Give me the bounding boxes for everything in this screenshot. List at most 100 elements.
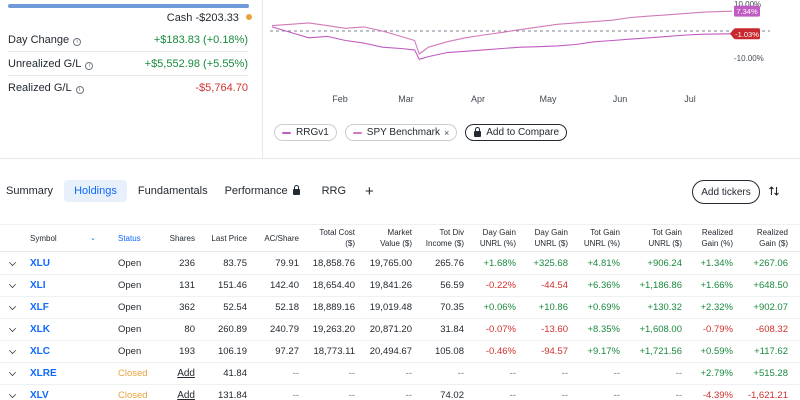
tab-rrg[interactable]: RRG bbox=[321, 185, 347, 197]
add-to-compare-button[interactable]: Add to Compare bbox=[465, 124, 568, 141]
x-tick-label: Feb bbox=[332, 94, 348, 104]
header-tot-gain-pct[interactable]: Tot Gain UNRL (%) bbox=[584, 227, 620, 249]
header-ac-share[interactable]: AC/Share bbox=[264, 234, 299, 243]
x-tick-label: Apr bbox=[470, 94, 486, 104]
total-cost-cell: 18,858.76 bbox=[312, 258, 355, 269]
info-icon[interactable]: i bbox=[75, 86, 84, 94]
shares-value: 362 bbox=[179, 302, 195, 313]
symbol-link[interactable]: XLK bbox=[30, 324, 50, 335]
chart-legend: RRGv1 SPY Benchmark × Add to Compare bbox=[274, 124, 575, 141]
header-realized-usd[interactable]: Realized Gain ($) bbox=[757, 227, 788, 249]
table-row[interactable]: XLV Closed Add 131.84 -- -- -- 74.02 -- -- -- -- -4.… bbox=[0, 385, 800, 400]
add-shares-link[interactable]: Add bbox=[177, 368, 195, 379]
tot-usd-cell: +1,186.86 bbox=[639, 280, 682, 291]
header-tot-gain-usd[interactable]: Tot Gain UNRL ($) bbox=[649, 227, 682, 249]
legend-spy-label: SPY Benchmark bbox=[366, 127, 440, 138]
symbol-link[interactable]: XLU bbox=[30, 258, 50, 269]
series-line-spy[interactable] bbox=[271, 10, 733, 55]
day-usd-cell: +10.86 bbox=[538, 302, 568, 313]
tot-div-cell: 265.76 bbox=[434, 258, 464, 269]
cash-status-dot bbox=[246, 14, 252, 20]
market-value-cell: 20,494.67 bbox=[369, 346, 412, 357]
day-change-value: +$183.83 (+0.18%) bbox=[153, 33, 248, 46]
table-row[interactable]: XLF Open 362 52.54 52.18 18,889.16 19,019.48 70… bbox=[0, 297, 800, 319]
symbol-link[interactable]: XLC bbox=[30, 346, 50, 357]
sort-icon[interactable] bbox=[768, 185, 780, 197]
chevron-down-icon[interactable] bbox=[9, 325, 16, 332]
chevron-down-icon: ⌄ bbox=[90, 235, 96, 242]
chevron-down-icon[interactable] bbox=[9, 259, 16, 266]
symbol-link[interactable]: XLI bbox=[30, 280, 46, 291]
performance-chart[interactable]: 10.00% -10.00% -1.03% 7.34% Feb Mar Apr May… bbox=[270, 0, 800, 110]
table-row[interactable]: XLU Open 236 83.75 79.91 18,858.76 19,765.00 26… bbox=[0, 253, 800, 275]
shares-value: 80 bbox=[184, 324, 195, 335]
x-tick-label: May bbox=[539, 94, 557, 104]
realized-gl-row: Realized G/L i -$5,764.70 bbox=[8, 76, 248, 100]
header-market-value[interactable]: Market Value ($) bbox=[380, 227, 412, 249]
tab-performance[interactable]: Performance bbox=[219, 180, 311, 202]
series-end-value-badge: 7.34% bbox=[734, 5, 760, 17]
shares-value: 236 bbox=[179, 258, 195, 269]
day-pct-cell: +1.68% bbox=[483, 258, 517, 269]
info-icon[interactable]: i bbox=[73, 37, 82, 46]
header-last-price[interactable]: Last Price bbox=[211, 234, 247, 243]
header-realized-usd-line2: Gain ($) bbox=[759, 239, 788, 248]
add-tickers-button[interactable]: Add tickers bbox=[692, 180, 760, 204]
tab-fundamentals[interactable]: Fundamentals bbox=[137, 185, 208, 197]
header-day-gain-usd[interactable]: Day Gain UNRL ($) bbox=[535, 227, 568, 249]
day-pct-cell: -- bbox=[509, 368, 516, 379]
tot-pct-cell: +0.69% bbox=[587, 302, 621, 313]
header-tot-div[interactable]: Tot Div Income ($) bbox=[426, 227, 464, 249]
header-symbol-sort-chevron[interactable]: ⌄ bbox=[90, 232, 96, 244]
unrealized-gl-label: Unrealized G/L bbox=[8, 57, 82, 70]
add-shares-link[interactable]: Add bbox=[177, 390, 195, 400]
chevron-down-icon[interactable] bbox=[9, 303, 16, 310]
chevron-down-icon[interactable] bbox=[9, 347, 16, 354]
symbol-link[interactable]: XLRE bbox=[30, 368, 57, 379]
header-tot-gain-usd-line1: Tot Gain bbox=[652, 228, 682, 237]
symbol-link[interactable]: XLF bbox=[30, 302, 49, 313]
last-price-cell: 151.46 bbox=[217, 280, 247, 291]
add-to-compare-label: Add to Compare bbox=[486, 127, 560, 138]
x-tick-label: Jul bbox=[684, 94, 696, 104]
close-icon[interactable]: × bbox=[443, 127, 450, 138]
day-usd-cell: -94.57 bbox=[541, 346, 568, 357]
status-value: Closed bbox=[118, 390, 148, 400]
tab-summary[interactable]: Summary bbox=[6, 185, 54, 197]
header-realized-usd-line1: Realized bbox=[756, 228, 788, 237]
market-value-cell: 19,841.26 bbox=[369, 280, 412, 291]
day-pct-cell: -0.07% bbox=[485, 324, 516, 335]
add-tab-plus-icon[interactable]: + bbox=[365, 182, 374, 200]
series-line-rrg[interactable] bbox=[271, 26, 733, 60]
table-row[interactable]: XLRE Closed Add 41.84 -- -- -- -- -- -- -- -- +2.79%… bbox=[0, 363, 800, 385]
header-realized-pct[interactable]: Realized Gain (%) bbox=[701, 227, 733, 249]
symbol-link[interactable]: XLV bbox=[30, 390, 49, 400]
tot-div-cell: 70.35 bbox=[440, 302, 464, 313]
chevron-down-icon[interactable] bbox=[9, 281, 16, 288]
chevron-down-icon[interactable] bbox=[9, 369, 16, 376]
realized-gl-label: Realized G/L bbox=[8, 82, 72, 94]
header-total-cost[interactable]: Total Cost ($) bbox=[319, 227, 355, 249]
header-symbol[interactable]: Symbol bbox=[30, 234, 57, 243]
chevron-down-icon[interactable] bbox=[9, 391, 16, 398]
legend-chip-rrg[interactable]: RRGv1 bbox=[274, 124, 337, 141]
table-row[interactable]: XLI Open 131 151.46 142.40 18,654.40 19,841.26… bbox=[0, 275, 800, 297]
header-shares[interactable]: Shares bbox=[169, 234, 195, 243]
info-icon[interactable]: i bbox=[85, 61, 94, 70]
header-realized-pct-line1: Realized bbox=[701, 228, 733, 237]
holdings-table-header: Symbol ⌄ Status Shares Last Price AC/Sha… bbox=[0, 224, 800, 252]
table-row[interactable]: XLC Open 193 106.19 97.27 18,773.11 20,494.67 1… bbox=[0, 341, 800, 363]
header-total-cost-line1: Total Cost bbox=[319, 228, 355, 237]
tab-holdings[interactable]: Holdings bbox=[64, 180, 127, 202]
tot-pct-cell: -- bbox=[613, 390, 620, 400]
last-price-cell: 131.84 bbox=[217, 390, 247, 400]
header-day-gain-pct[interactable]: Day Gain UNRL (%) bbox=[480, 227, 516, 249]
legend-chip-spy[interactable]: SPY Benchmark × bbox=[344, 124, 458, 141]
table-row[interactable]: XLK Open 80 260.89 240.79 19,263.20 20,871.20 3… bbox=[0, 319, 800, 341]
header-status[interactable]: Status bbox=[118, 234, 141, 243]
header-day-gain-usd-line1: Day Gain bbox=[534, 228, 568, 237]
header-tot-div-line2: Income ($) bbox=[425, 239, 464, 248]
status-value: Open bbox=[118, 324, 142, 335]
chart-canvas[interactable]: 10.00% -10.00% -1.03% 7.34% bbox=[270, 0, 800, 110]
ac-share-cell: 142.40 bbox=[269, 280, 299, 291]
